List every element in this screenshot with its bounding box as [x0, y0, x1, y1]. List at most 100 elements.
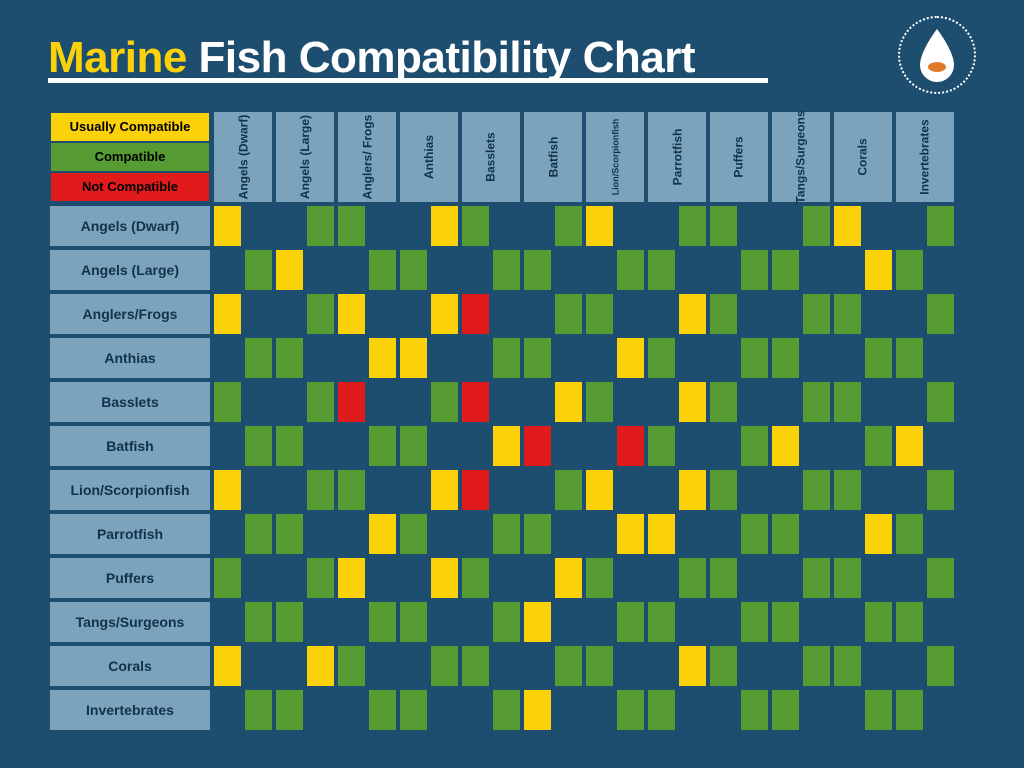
compat-cell [770, 380, 801, 424]
column-header-label: Invertebrates [918, 119, 932, 194]
compat-cell [367, 512, 398, 556]
compat-cell [646, 600, 677, 644]
compat-cell [398, 512, 429, 556]
column-header-label: Corals [856, 138, 870, 175]
compat-cell [460, 204, 491, 248]
compat-cell [677, 556, 708, 600]
compat-cell [584, 380, 615, 424]
compat-cell [925, 512, 956, 556]
compat-cell [770, 512, 801, 556]
compat-cell [677, 380, 708, 424]
compat-cell [770, 644, 801, 688]
compat-cell [615, 204, 646, 248]
compat-cell [305, 600, 336, 644]
compat-cell [367, 336, 398, 380]
compat-cell [553, 468, 584, 512]
table-row: Anthias [48, 336, 956, 380]
compat-cell [336, 292, 367, 336]
compat-cell [460, 292, 491, 336]
compat-cell [801, 380, 832, 424]
compat-cell [646, 204, 677, 248]
row-header-label: Lion/Scorpionfish [71, 483, 190, 498]
compat-cell [615, 644, 646, 688]
chart-top-row: Usually CompatibleCompatibleNot Compatib… [48, 110, 956, 204]
compat-cell [615, 556, 646, 600]
compat-cell [708, 600, 739, 644]
compat-cell [801, 600, 832, 644]
compat-cell [832, 380, 863, 424]
compat-cell [584, 600, 615, 644]
compat-cell [801, 512, 832, 556]
compat-cell [894, 688, 925, 732]
compat-cell [584, 424, 615, 468]
compat-cell [863, 248, 894, 292]
compat-cell [832, 248, 863, 292]
compat-cell [553, 424, 584, 468]
compat-cell [894, 336, 925, 380]
compat-cell [522, 600, 553, 644]
compat-cell [367, 248, 398, 292]
compat-cell [646, 380, 677, 424]
compat-cell [274, 468, 305, 512]
compat-cell [832, 512, 863, 556]
compat-cell [367, 644, 398, 688]
compat-cell [274, 248, 305, 292]
compat-cell [305, 204, 336, 248]
compat-cell [522, 336, 553, 380]
compat-cell [770, 556, 801, 600]
compat-cell [429, 424, 460, 468]
compat-cell [708, 380, 739, 424]
water-drop-icon [912, 27, 962, 83]
compat-cell [863, 600, 894, 644]
compat-cell [336, 380, 367, 424]
compat-cell [894, 556, 925, 600]
compat-cell [429, 248, 460, 292]
table-row: Anglers/Frogs [48, 292, 956, 336]
table-row: Tangs/Surgeons [48, 600, 956, 644]
column-header: Angels (Large) [274, 110, 336, 204]
row-header-label: Corals [108, 659, 152, 674]
compat-cell [615, 468, 646, 512]
compat-cell [863, 468, 894, 512]
table-row: Angels (Large) [48, 248, 956, 292]
compat-cell [553, 600, 584, 644]
compat-cell [429, 644, 460, 688]
compat-cell [801, 204, 832, 248]
compat-cell [460, 556, 491, 600]
compat-cell [925, 424, 956, 468]
compat-cell [553, 380, 584, 424]
compat-cell [336, 336, 367, 380]
compat-cell [336, 688, 367, 732]
table-row: Basslets [48, 380, 956, 424]
compat-cell [832, 204, 863, 248]
compat-cell [584, 644, 615, 688]
compat-cell [491, 556, 522, 600]
legend-label: Compatible [95, 150, 166, 164]
compat-cell [615, 688, 646, 732]
compat-cell [429, 292, 460, 336]
legend-item: Usually Compatible [50, 112, 210, 142]
compat-cell [615, 380, 646, 424]
compat-cell [367, 292, 398, 336]
row-header-label: Invertebrates [86, 703, 174, 718]
compat-cell [708, 292, 739, 336]
compat-cell [677, 600, 708, 644]
compat-cell [708, 468, 739, 512]
compat-cell [925, 380, 956, 424]
compat-cell [832, 556, 863, 600]
compat-cell [708, 248, 739, 292]
compat-cell [398, 380, 429, 424]
compat-cell [863, 644, 894, 688]
compat-cell [522, 688, 553, 732]
compat-cell [832, 644, 863, 688]
compat-cell [305, 468, 336, 512]
compat-cell [429, 336, 460, 380]
compat-cell [274, 380, 305, 424]
row-header: Basslets [48, 380, 212, 424]
compat-cell [801, 556, 832, 600]
compat-cell [367, 600, 398, 644]
compat-cell [801, 424, 832, 468]
compat-cell [212, 600, 243, 644]
compat-cell [615, 600, 646, 644]
compat-cell [367, 688, 398, 732]
